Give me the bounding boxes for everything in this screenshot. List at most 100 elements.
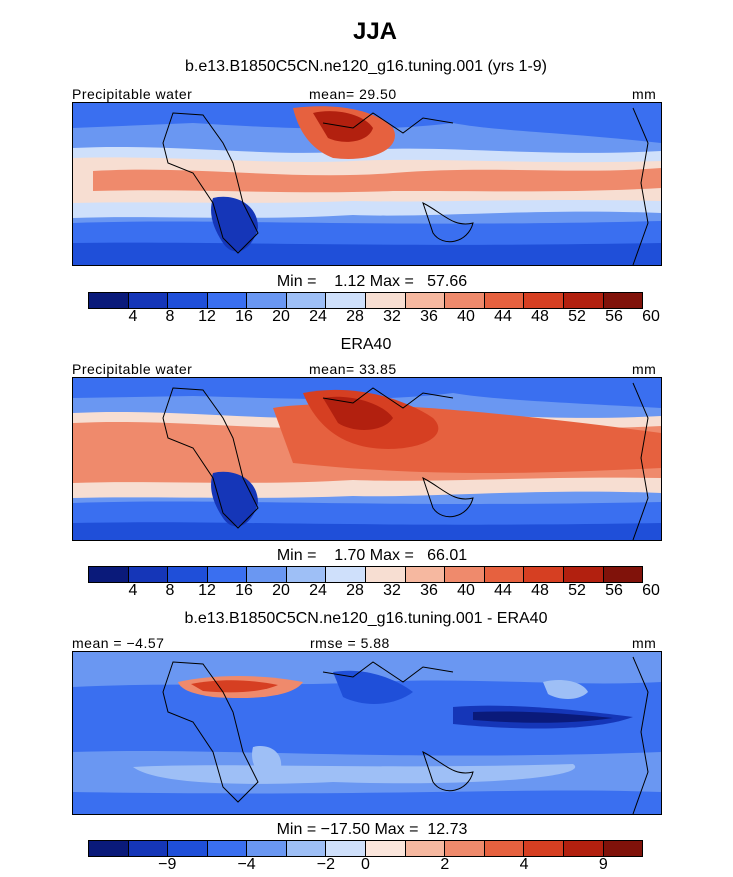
figure-title: JJA	[352, 18, 398, 45]
panel3-colorbar	[88, 840, 643, 857]
colorbar-tick-label: 4	[128, 582, 138, 599]
colorbar-cell	[484, 841, 525, 856]
colorbar-tick-label: 48	[531, 308, 549, 325]
colorbar-cell	[326, 567, 367, 582]
colorbar-cell	[484, 293, 525, 308]
colorbar-tick-label: 16	[235, 308, 253, 325]
colorbar-tick-label: 8	[165, 582, 175, 599]
colorbar-cell	[405, 567, 446, 582]
panel2-mean-label: mean= 33.85	[309, 361, 397, 377]
colorbar-cell	[524, 293, 564, 308]
colorbar-cell	[445, 841, 485, 856]
colorbar-tick-label: 12	[198, 308, 216, 325]
panel3-map	[72, 651, 662, 815]
panel2-units-label: mm	[632, 361, 657, 377]
colorbar-cell	[207, 567, 248, 582]
panel2-colorbar-ticks: 4 8 12 16 20 24 28 32 36 40 44 48 52 56 60	[88, 582, 660, 602]
colorbar-tick-label: 56	[605, 308, 623, 325]
colorbar-cell	[247, 841, 287, 856]
colorbar-cell	[207, 293, 248, 308]
colorbar-tick-label: 36	[420, 582, 438, 599]
colorbar-tick-label: 44	[494, 582, 512, 599]
colorbar-tick-label: 28	[346, 308, 364, 325]
colorbar-tick-label: 12	[198, 582, 216, 599]
colorbar-cell	[286, 841, 327, 856]
colorbar-tick-label: 8	[165, 308, 175, 325]
colorbar-tick-label: 16	[235, 582, 253, 599]
panel2-map	[72, 377, 662, 541]
panel1-colorbar	[88, 292, 643, 309]
panel1-mean-label: mean= 29.50	[309, 86, 397, 102]
colorbar-cell	[286, 567, 327, 582]
panel1-subtitle: b.e13.B1850C5CN.ne120_g16.tuning.001 (yr…	[184, 58, 548, 75]
panel1-units-label: mm	[632, 86, 657, 102]
panel1-map	[72, 102, 662, 266]
colorbar-cell	[128, 293, 169, 308]
colorbar-tick-label: 52	[568, 582, 586, 599]
colorbar-tick-label: 60	[642, 308, 660, 325]
colorbar-cell	[563, 567, 604, 582]
panel2-colorbar	[88, 566, 643, 583]
colorbar-cell	[524, 841, 564, 856]
panel3-colorbar-ticks: −9 −4 −2 0 2 4 9	[88, 856, 643, 876]
colorbar-cell	[603, 293, 643, 308]
colorbar-tick-label: 28	[346, 582, 364, 599]
colorbar-cell	[484, 567, 525, 582]
colorbar-cell	[128, 567, 169, 582]
panel3-units-label: mm	[632, 635, 657, 651]
colorbar-tick-label: 40	[457, 582, 475, 599]
colorbar-cell	[128, 841, 169, 856]
colorbar-cell	[445, 293, 485, 308]
panel3-subtitle: b.e13.B1850C5CN.ne120_g16.tuning.001 - E…	[184, 610, 548, 627]
colorbar-cell	[89, 567, 129, 582]
panel1-map-field	[73, 103, 661, 265]
colorbar-tick-label: 4	[128, 308, 138, 325]
colorbar-tick-label: 0	[361, 856, 370, 873]
colorbar-cell	[366, 293, 406, 308]
colorbar-tick-label: 24	[309, 308, 327, 325]
colorbar-tick-label: 44	[494, 308, 512, 325]
colorbar-tick-label: 4	[519, 856, 529, 873]
colorbar-cell	[366, 841, 406, 856]
panel3-rmse-label: rmse = 5.88	[310, 635, 390, 651]
colorbar-cell	[405, 293, 446, 308]
colorbar-cell	[563, 841, 604, 856]
colorbar-cell	[168, 567, 208, 582]
colorbar-tick-label: 20	[272, 308, 290, 325]
panel2-variable-label: Precipitable water	[72, 361, 193, 377]
colorbar-tick-label: 36	[420, 308, 438, 325]
colorbar-cell	[603, 567, 643, 582]
colorbar-tick-label: 40	[457, 308, 475, 325]
colorbar-cell	[89, 293, 129, 308]
panel3-minmax: Min = −17.50 Max = 12.73	[276, 821, 468, 838]
colorbar-cell	[247, 567, 287, 582]
panel2-subtitle: ERA40	[340, 336, 392, 353]
colorbar-tick-label: 52	[568, 308, 586, 325]
colorbar-tick-label: 20	[272, 582, 290, 599]
colorbar-tick-label: 32	[383, 308, 401, 325]
colorbar-tick-label: 56	[605, 582, 623, 599]
colorbar-cell	[286, 293, 327, 308]
colorbar-tick-label: 32	[383, 582, 401, 599]
panel1-variable-label: Precipitable water	[72, 86, 193, 102]
colorbar-cell	[524, 567, 564, 582]
panel1-minmax: Min = 1.12 Max = 57.66	[276, 273, 468, 290]
panel2-map-field	[73, 378, 661, 540]
colorbar-tick-label: 24	[309, 582, 327, 599]
colorbar-tick-label: −9	[158, 856, 177, 873]
colorbar-tick-label: 48	[531, 582, 549, 599]
colorbar-cell	[445, 567, 485, 582]
colorbar-tick-label: 60	[642, 582, 660, 599]
panel2-minmax: Min = 1.70 Max = 66.01	[276, 547, 468, 564]
colorbar-tick-label: −4	[237, 856, 256, 873]
colorbar-cell	[207, 841, 248, 856]
colorbar-tick-label: 9	[598, 856, 608, 873]
colorbar-cell	[405, 841, 446, 856]
colorbar-cell	[326, 841, 367, 856]
colorbar-cell	[563, 293, 604, 308]
colorbar-cell	[168, 293, 208, 308]
colorbar-tick-label: −2	[316, 856, 335, 873]
colorbar-cell	[247, 293, 287, 308]
colorbar-cell	[168, 841, 208, 856]
colorbar-tick-label: 2	[440, 856, 450, 873]
